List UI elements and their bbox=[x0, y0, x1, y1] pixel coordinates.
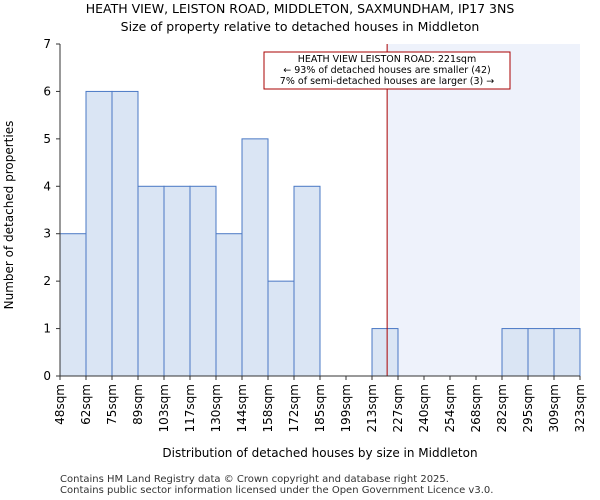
annotation-line-1: HEATH VIEW LEISTON ROAD: 221sqm bbox=[298, 54, 476, 65]
bar bbox=[215, 233, 243, 377]
x-tick-label: 295sqm bbox=[521, 384, 535, 432]
x-tick-label: 323sqm bbox=[573, 384, 587, 432]
bar bbox=[293, 185, 321, 377]
x-tick-label: 254sqm bbox=[443, 384, 457, 432]
y-tick-label: 4 bbox=[43, 179, 51, 193]
x-tick-label: 172sqm bbox=[287, 384, 301, 432]
bar bbox=[137, 185, 165, 377]
bar bbox=[111, 90, 139, 377]
x-tick-label: 282sqm bbox=[495, 384, 509, 432]
x-tick-label: 144sqm bbox=[235, 384, 249, 432]
chart-subtitle: Size of property relative to detached ho… bbox=[120, 19, 480, 34]
y-tick-label: 6 bbox=[43, 84, 51, 98]
x-tick-label: 89sqm bbox=[131, 384, 145, 425]
footer-line-2: Contains public sector information licen… bbox=[60, 485, 494, 496]
x-tick-label: 103sqm bbox=[157, 384, 171, 432]
bar bbox=[501, 328, 529, 377]
footer-line-1: Contains HM Land Registry data © Crown c… bbox=[60, 474, 449, 485]
bar bbox=[371, 328, 399, 377]
chart-title: HEATH VIEW, LEISTON ROAD, MIDDLETON, SAX… bbox=[85, 1, 515, 16]
y-tick-label: 3 bbox=[43, 227, 51, 241]
bar bbox=[241, 138, 269, 377]
y-tick-label: 1 bbox=[43, 322, 51, 336]
x-tick-label: 130sqm bbox=[209, 384, 223, 432]
bar bbox=[553, 328, 581, 377]
bar bbox=[267, 280, 295, 377]
bar bbox=[85, 90, 113, 377]
x-tick-label: 117sqm bbox=[183, 384, 197, 432]
annotation-box: HEATH VIEW LEISTON ROAD: 221sqm ← 93% of… bbox=[263, 51, 511, 90]
bar bbox=[527, 328, 555, 377]
x-tick-label: 199sqm bbox=[339, 384, 353, 432]
x-tick-label: 62sqm bbox=[79, 384, 93, 425]
annotation-line-2: ← 93% of detached houses are smaller (42… bbox=[283, 65, 490, 76]
x-tick-label: 185sqm bbox=[313, 384, 327, 432]
y-axis-label: Number of detached properties bbox=[2, 121, 16, 310]
x-tick-label: 75sqm bbox=[105, 384, 119, 425]
bar bbox=[163, 185, 191, 377]
highlight-region bbox=[387, 44, 580, 376]
annotation-line-3: 7% of semi-detached houses are larger (3… bbox=[280, 76, 494, 87]
x-axis-label: Distribution of detached houses by size … bbox=[162, 446, 477, 460]
x-tick-label: 158sqm bbox=[261, 384, 275, 432]
y-tick-label: 2 bbox=[43, 274, 51, 288]
x-tick-label: 227sqm bbox=[391, 384, 405, 432]
x-tick-label: 268sqm bbox=[469, 384, 483, 432]
x-tick-label: 240sqm bbox=[417, 384, 431, 432]
y-tick-label: 5 bbox=[43, 132, 51, 146]
y-tick-label: 7 bbox=[43, 37, 51, 51]
x-tick-label: 48sqm bbox=[53, 384, 67, 425]
bar bbox=[189, 185, 217, 377]
y-tick-label: 0 bbox=[43, 369, 51, 383]
x-tick-label: 213sqm bbox=[365, 384, 379, 432]
x-tick-label: 309sqm bbox=[547, 384, 561, 432]
bar bbox=[59, 233, 87, 377]
